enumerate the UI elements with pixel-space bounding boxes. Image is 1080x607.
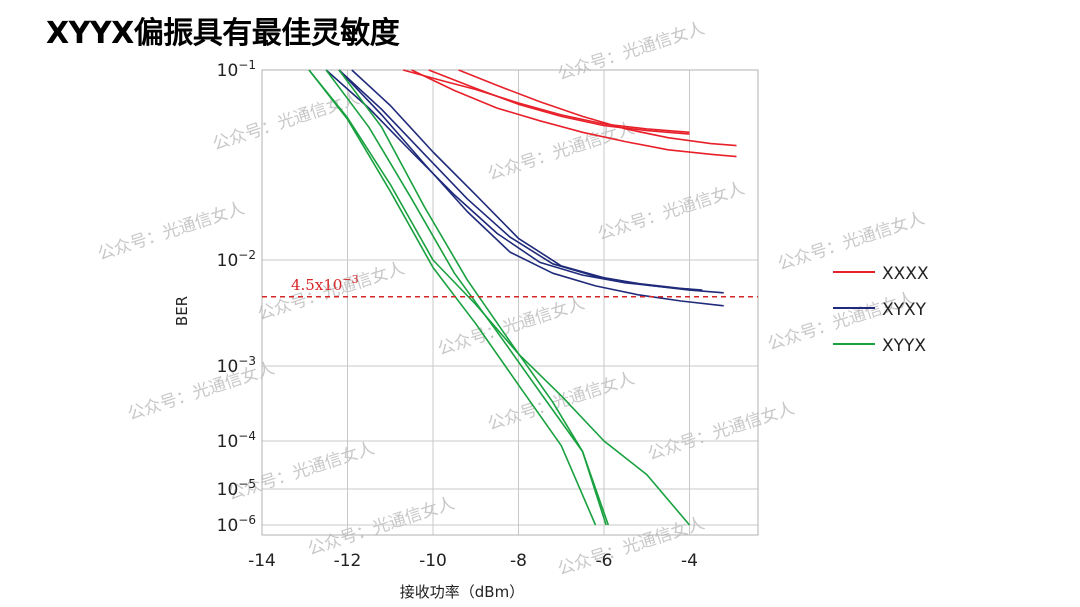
x-axis-label: 接收功率（dBm） xyxy=(400,583,524,601)
series-layer xyxy=(308,69,737,526)
watermark-text: 公众号：光通信女人 xyxy=(645,398,797,464)
x-tick-label: -10 xyxy=(419,551,447,571)
series-line-xxxx-3 xyxy=(458,69,737,147)
legend-label-xxxx: XXXX xyxy=(882,264,929,284)
watermark-text: 公众号：光通信女人 xyxy=(210,88,362,154)
x-tick-label: -6 xyxy=(596,551,613,571)
legend-label-xyyx: XYYX xyxy=(882,336,926,356)
series-line-xyyx-4 xyxy=(338,69,607,526)
y-tick-label: 10−4 xyxy=(217,429,256,452)
watermark-text: 公众号：光通信女人 xyxy=(305,493,457,559)
y-tick-label: 10−1 xyxy=(217,58,256,81)
threshold-layer: 4.5x10−3 xyxy=(262,273,758,298)
y-tick-label: 10−6 xyxy=(217,513,256,536)
watermark-text: 公众号：光通信女人 xyxy=(125,358,277,424)
series-line-xxxx-1 xyxy=(402,69,690,134)
series-line-xyxy-4 xyxy=(338,69,724,307)
legend-label-xyxy: XYXY xyxy=(882,300,927,320)
watermark-text: 公众号：光通信女人 xyxy=(225,438,377,504)
y-tick-label: 10−5 xyxy=(217,477,256,500)
series-line-xxxx-2 xyxy=(428,69,690,135)
watermark-text: 公众号：光通信女人 xyxy=(555,18,707,84)
watermark-text: 公众号：光通信女人 xyxy=(485,118,637,184)
series-line-xyxy-1 xyxy=(325,69,690,290)
threshold-label: 4.5x10−3 xyxy=(291,273,359,294)
y-axis-label: BER xyxy=(173,296,191,326)
y-tick-label: 10−2 xyxy=(217,248,256,271)
plot-frame xyxy=(261,69,759,536)
watermark-text: 公众号：光通信女人 xyxy=(435,293,587,359)
watermark-text: 公众号：光通信女人 xyxy=(595,178,747,244)
series-line-xyyx-2 xyxy=(325,69,610,526)
y-tick-label: 10−3 xyxy=(217,354,256,377)
series-line-xyyx-3 xyxy=(308,69,691,526)
x-tick-label: -8 xyxy=(510,551,527,571)
x-tick-label: -12 xyxy=(334,551,362,571)
series-line-xxxx-4 xyxy=(411,69,737,158)
legend: XXXX XYXY XYYX xyxy=(833,264,929,356)
x-tick-label: -14 xyxy=(248,551,276,571)
series-line-xyyx-1 xyxy=(308,69,597,526)
series-line-xyxy-3 xyxy=(351,69,724,294)
slide-title: XYYX偏振具有最佳灵敏度 xyxy=(46,16,400,51)
watermark-text: 公众号：光通信女人 xyxy=(485,368,637,434)
x-axis-ticks: -14 -12 -10 -8 -6 -4 xyxy=(248,551,698,571)
x-tick-label: -4 xyxy=(681,551,698,571)
y-axis-ticks: 10−1 10−2 10−3 10−4 10−5 10−6 xyxy=(217,58,256,536)
